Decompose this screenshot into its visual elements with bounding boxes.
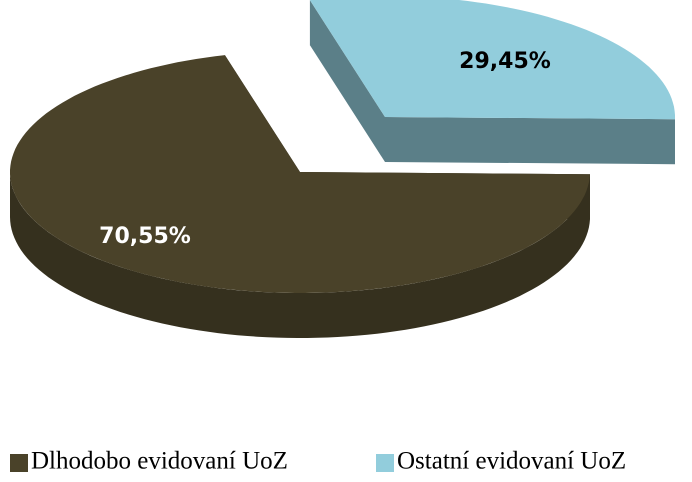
legend-swatch (376, 454, 394, 472)
slice-wall (385, 117, 675, 165)
legend-swatch (10, 454, 28, 472)
slice (10, 55, 590, 293)
legend-label: Ostatní evidovaní UoZ (397, 448, 626, 475)
slice-side (10, 172, 590, 338)
legend-label: Dlhodobo evidovaní UoZ (31, 448, 288, 475)
data-label: 70,55% (99, 224, 191, 249)
slice-wall (309, 0, 385, 162)
data-label: 29,45% (459, 49, 551, 74)
slice (309, 0, 675, 120)
